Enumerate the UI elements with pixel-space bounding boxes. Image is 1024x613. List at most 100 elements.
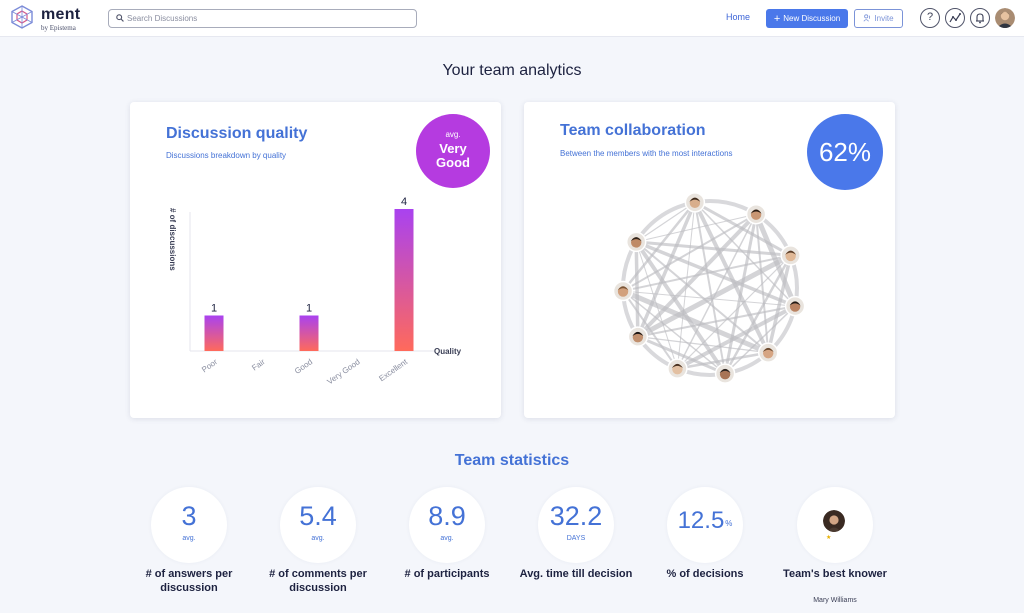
- avg-label: avg.: [445, 130, 461, 139]
- stat-label: Team's best knower: [783, 568, 887, 580]
- quality-subtitle: Discussions breakdown by quality: [166, 151, 287, 160]
- stat-circle: 32.2 DAYS: [538, 487, 614, 563]
- stat-value: 3: [181, 501, 197, 531]
- y-axis-label: # of discussions: [168, 208, 177, 271]
- network-link: [637, 305, 796, 338]
- stats-title: Team statistics: [454, 452, 570, 469]
- page-title: Your team analytics: [442, 62, 582, 79]
- network-link: [635, 241, 769, 354]
- quality-title: Discussion quality: [166, 125, 308, 142]
- bar-value-label: 4: [401, 196, 407, 208]
- stat-label: # of answers per discussion: [145, 568, 233, 594]
- stat-value-wrap: 12.5%: [667, 507, 743, 535]
- network-link: [724, 305, 796, 375]
- member-avatar[interactable]: [757, 342, 779, 363]
- network-link: [622, 254, 791, 293]
- stat-value: 12.5: [677, 507, 725, 534]
- network-link: [622, 288, 770, 355]
- search-input[interactable]: [127, 11, 407, 26]
- network-link: [766, 255, 793, 354]
- stat-label: Avg. time till decision: [519, 568, 633, 580]
- stat-circle: 5.4 avg.: [280, 487, 356, 563]
- member-avatar[interactable]: [780, 245, 801, 266]
- discussion-quality-card: Discussion quality Discussions breakdown…: [130, 102, 501, 418]
- network-link: [622, 201, 696, 292]
- quality-bar-chart: # of discussions Quality 1 Poor Fair 1 Good V…: [168, 196, 462, 386]
- app-subtitle: by Epistema: [41, 24, 76, 32]
- top-bar: ment by Epistema Home +New Discussion In…: [0, 0, 1024, 37]
- new-discussion-button[interactable]: + New Discussion: [766, 9, 848, 28]
- bar-excellent[interactable]: [394, 209, 414, 351]
- x-tick-label: Poor: [200, 357, 219, 374]
- analytics-button[interactable]: [945, 8, 965, 28]
- network-link: [635, 241, 678, 369]
- stat-value: 8.9: [428, 501, 466, 531]
- stat-value: 32.2: [549, 501, 603, 531]
- network-link: [636, 240, 791, 257]
- member-avatar[interactable]: [745, 203, 767, 225]
- app-logo[interactable]: ment by Epistema: [10, 5, 100, 33]
- member-avatar[interactable]: [612, 280, 634, 302]
- member-avatar[interactable]: [784, 295, 806, 317]
- stat-best-knower: ★ Team's best knower Mary Williams: [770, 487, 900, 607]
- stat-answers: 3 avg. # of answers per discussion: [124, 487, 254, 607]
- app-name: ment: [41, 6, 81, 23]
- stat-decisions: 12.5% % of decisions: [640, 487, 770, 607]
- network-link: [636, 213, 757, 243]
- network-link: [622, 213, 757, 292]
- bar-value-label: 1: [211, 303, 217, 315]
- network-link: [635, 240, 796, 308]
- network-link: [636, 201, 697, 338]
- stat-circle: 3 avg.: [151, 487, 227, 563]
- search-box[interactable]: [108, 9, 417, 28]
- stat-time-till-decision: 32.2 DAYS Avg. time till decision: [511, 487, 641, 607]
- stat-circle: ★: [797, 487, 873, 563]
- network-link: [634, 240, 727, 375]
- analytics-icon: [949, 13, 961, 23]
- network-link: [753, 213, 798, 308]
- network-link: [635, 201, 696, 243]
- network-link: [724, 254, 792, 375]
- notifications-button[interactable]: [970, 8, 990, 28]
- best-knower-avatar[interactable]: [823, 510, 845, 532]
- star-icon: ★: [826, 535, 832, 541]
- member-avatar[interactable]: [714, 363, 736, 384]
- network-link: [623, 290, 796, 307]
- bar-poor[interactable]: [204, 315, 224, 352]
- x-axis-label: Quality: [434, 347, 462, 356]
- stat-unit: avg.: [182, 535, 196, 542]
- collab-subtitle: Between the members with the most intera…: [560, 149, 733, 158]
- collab-title: Team collaboration: [560, 122, 706, 139]
- user-avatar[interactable]: [995, 8, 1015, 28]
- stat-label: % of decisions: [666, 568, 744, 580]
- network-link: [694, 201, 796, 307]
- network-link: [622, 290, 726, 375]
- x-tick-label: Fair: [250, 357, 267, 372]
- nav-home-link[interactable]: Home: [726, 12, 751, 22]
- member-avatar[interactable]: [627, 326, 649, 347]
- stat-unit: avg.: [311, 535, 325, 542]
- stat-comments: 5.4 avg. # of comments per discussion: [253, 487, 383, 607]
- help-icon: ?: [926, 11, 934, 23]
- quality-average-badge: avg. Very Good: [416, 114, 490, 188]
- member-avatar[interactable]: [667, 358, 688, 379]
- team-collaboration-card: Team collaboration Between the members w…: [524, 102, 895, 418]
- bar-value-label: 1: [306, 303, 312, 315]
- invite-label: Invite: [874, 14, 894, 23]
- avg-value: Very Good: [436, 141, 470, 170]
- network-link: [637, 336, 769, 354]
- network-link: [637, 335, 726, 376]
- invite-button[interactable]: Invite: [854, 9, 903, 28]
- member-avatar[interactable]: [684, 192, 706, 213]
- stat-unit: avg.: [440, 535, 454, 542]
- network-link: [677, 351, 769, 370]
- network-link: [622, 290, 679, 370]
- stat-participants: 8.9 avg. # of participants: [382, 487, 512, 607]
- x-tick-label: Excellent: [377, 357, 409, 383]
- member-avatar[interactable]: [625, 231, 647, 253]
- bar-good[interactable]: [299, 315, 319, 352]
- stat-unit: DAYS: [566, 535, 586, 542]
- stat-circle: 12.5%: [667, 487, 743, 563]
- help-button[interactable]: ?: [920, 8, 940, 28]
- x-tick-label: Good: [293, 357, 314, 376]
